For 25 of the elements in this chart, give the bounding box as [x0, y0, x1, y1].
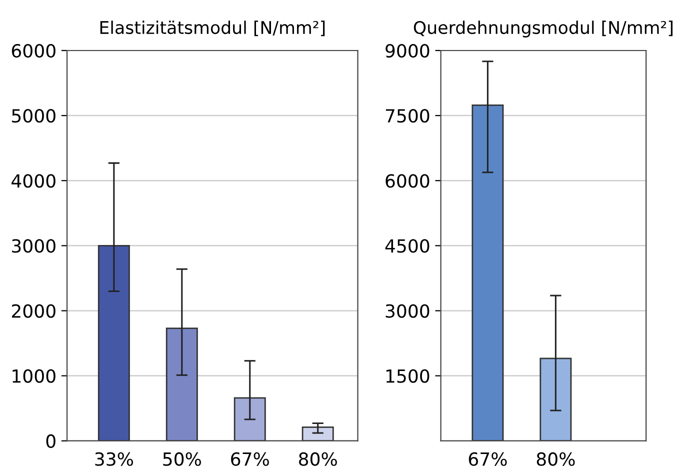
x-tick-label: 80% — [299, 452, 337, 466]
x-tick-label: 33% — [95, 452, 133, 466]
chart-title: Elastizitätsmodul [N/mm²] — [100, 20, 325, 36]
bar — [302, 426, 334, 441]
x-tick-label: 67% — [231, 452, 269, 466]
y-tick-label: 3000 — [12, 239, 56, 253]
y-tick-label: 2000 — [12, 304, 56, 318]
bar — [98, 244, 130, 441]
x-tick-label: 50% — [163, 452, 201, 466]
x-tick-label: 80% — [536, 452, 575, 466]
y-tick-label: 1500 — [386, 369, 430, 383]
y-tick-label: 5000 — [12, 109, 56, 123]
chart-title: Querdehnungsmodul [N/mm²] — [414, 20, 672, 38]
y-tick-label: 1000 — [12, 369, 56, 383]
y-tick-label: 3000 — [386, 304, 430, 318]
y-tick-label: 4500 — [385, 239, 430, 253]
y-tick-label: 9000 — [386, 44, 430, 58]
y-tick-label: 6000 — [12, 44, 56, 58]
y-tick-label: 4000 — [12, 174, 56, 188]
x-tick-label: 67% — [468, 452, 507, 466]
y-tick-label: 7500 — [386, 109, 430, 123]
y-tick-label: 6000 — [386, 174, 430, 188]
y-tick-label: 0 — [46, 434, 56, 448]
bar — [234, 397, 266, 441]
bar — [166, 328, 198, 441]
